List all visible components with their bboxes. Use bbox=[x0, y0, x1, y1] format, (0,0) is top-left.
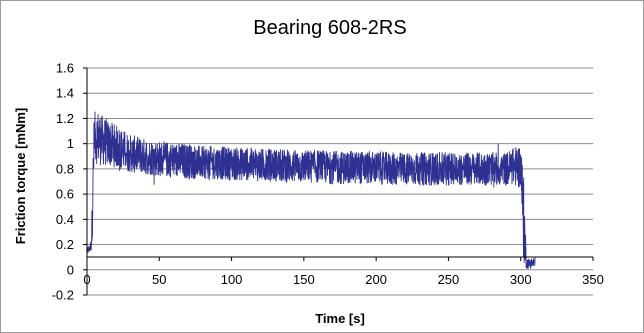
y-tick-label: 0 bbox=[67, 262, 74, 277]
x-tick-labels: 0 50 100 150 200 250 300 350 bbox=[83, 257, 604, 287]
x-tick-label: 150 bbox=[293, 272, 315, 287]
x-tick-label: 0 bbox=[83, 272, 90, 287]
x-tick-label: 250 bbox=[438, 272, 460, 287]
series-group bbox=[86, 111, 536, 269]
y-tick-label: 0.4 bbox=[56, 212, 74, 227]
x-tick-label: 100 bbox=[221, 272, 243, 287]
y-tick-label: 1 bbox=[67, 136, 74, 151]
y-tick-label: 0.2 bbox=[56, 237, 74, 252]
x-tick-label: 50 bbox=[152, 272, 166, 287]
series-line bbox=[86, 111, 536, 269]
y-tick-label: -0.2 bbox=[52, 288, 74, 303]
y-axis-title: Friction torque [mNm] bbox=[13, 108, 28, 245]
y-tick-label: 1.4 bbox=[56, 86, 74, 101]
y-tick-label: 1.6 bbox=[56, 61, 74, 76]
y-tick-label: 1.2 bbox=[56, 111, 74, 126]
x-tick-label: 200 bbox=[365, 272, 387, 287]
y-tick-label: 0.8 bbox=[56, 161, 74, 176]
gridlines bbox=[87, 67, 593, 296]
x-tick-label: 300 bbox=[510, 272, 532, 287]
y-tick-labels: -0.2 0 0.2 0.4 0.6 0.8 1 1.2 1.4 1.6 bbox=[52, 61, 87, 303]
x-axis-title: Time [s] bbox=[315, 311, 365, 326]
y-tick-label: 0.6 bbox=[56, 187, 74, 202]
chart-title: Bearing 608-2RS bbox=[253, 17, 406, 39]
x-tick-label: 350 bbox=[582, 272, 604, 287]
